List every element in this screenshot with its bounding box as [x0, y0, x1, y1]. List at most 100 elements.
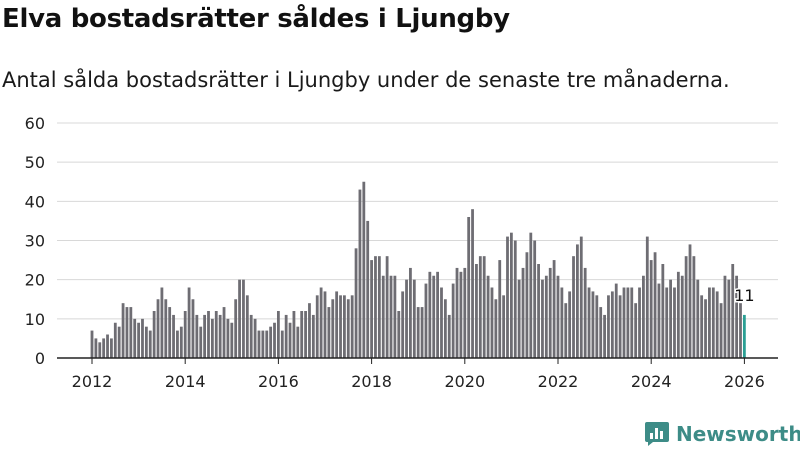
bar: [269, 326, 273, 358]
bar: [195, 314, 199, 358]
bar: [556, 275, 560, 358]
bar: [222, 307, 226, 358]
bar: [374, 256, 377, 358]
bar: [451, 283, 455, 358]
bar: [719, 303, 723, 358]
bar: [416, 307, 420, 358]
bar: [471, 209, 474, 358]
x-tick-label: 2020: [444, 372, 485, 391]
bar: [618, 295, 622, 358]
bar: [614, 283, 618, 358]
bar: [568, 291, 572, 358]
bar: [113, 322, 117, 358]
bar: [187, 287, 191, 358]
bar: [257, 330, 261, 358]
bar: [245, 295, 249, 358]
bar: [552, 260, 556, 358]
bar: [234, 299, 238, 358]
bar: [424, 283, 428, 358]
bar: [179, 326, 183, 358]
bar: [273, 322, 276, 358]
newsworthy-logo-icon: [645, 422, 669, 446]
bar: [110, 338, 113, 358]
x-tick-label: 2024: [631, 372, 672, 391]
bar: [117, 326, 121, 358]
page-title: Elva bostadsrätter såldes i Ljungby: [2, 4, 510, 34]
bar: [315, 295, 319, 358]
bar-series: [90, 181, 746, 358]
bar: [144, 326, 148, 358]
bar: [459, 271, 463, 358]
bar: [226, 318, 230, 358]
bar: [296, 326, 300, 358]
bar: [168, 307, 172, 358]
x-tick-label: 2026: [724, 372, 765, 391]
bar: [533, 240, 537, 358]
bar: [311, 314, 315, 358]
bar: [121, 303, 125, 358]
bar: [684, 256, 688, 358]
bar: [401, 291, 405, 358]
bar: [358, 189, 362, 358]
bar: [207, 311, 210, 358]
y-tick-label: 10: [25, 310, 45, 329]
bar: [377, 256, 381, 358]
bar: [642, 275, 645, 358]
bar: [218, 314, 222, 358]
bar: [308, 303, 311, 358]
bar: [102, 338, 106, 358]
bar: [370, 260, 373, 358]
bar: [591, 291, 595, 358]
y-tick-label: 0: [35, 349, 45, 368]
bar: [210, 318, 214, 358]
bar: [389, 275, 393, 358]
bar: [230, 322, 234, 358]
bar: [688, 244, 692, 358]
bar: [203, 314, 207, 358]
bar: [513, 240, 517, 358]
bar: [284, 314, 288, 358]
bar: [98, 342, 102, 358]
bar: [506, 236, 509, 358]
y-tick-label: 30: [25, 232, 45, 251]
bar: [436, 271, 439, 358]
bar: [708, 287, 711, 358]
bar: [199, 326, 203, 358]
bar: [238, 279, 241, 358]
bar: [482, 256, 486, 358]
bar: [412, 279, 416, 358]
bar: [696, 279, 700, 358]
bar: [657, 283, 661, 358]
bar: [502, 295, 506, 358]
x-tick-label: 2014: [165, 372, 206, 391]
bar: [94, 338, 98, 358]
bar: [704, 299, 707, 358]
bar: [626, 287, 630, 358]
bar: [304, 311, 307, 358]
bar: [242, 279, 245, 358]
bar: [156, 299, 160, 358]
bar: [680, 275, 684, 358]
bar: [711, 287, 715, 358]
bar: [544, 275, 548, 358]
y-tick-label: 50: [25, 153, 45, 172]
bar: [292, 311, 296, 358]
bar: [261, 330, 265, 358]
bar: [148, 330, 152, 358]
bar: [288, 322, 292, 358]
bar: [300, 311, 304, 358]
bar: [467, 217, 471, 358]
bar: [665, 287, 669, 358]
bar: [537, 264, 540, 358]
bar: [343, 295, 346, 358]
bar: [385, 256, 389, 358]
bar: [90, 330, 94, 358]
bar: [715, 291, 719, 358]
bar: [393, 275, 397, 358]
bar: [595, 295, 599, 358]
bar: [673, 287, 676, 358]
bar: [548, 267, 552, 358]
bar: [634, 303, 638, 358]
bar: [692, 256, 696, 358]
